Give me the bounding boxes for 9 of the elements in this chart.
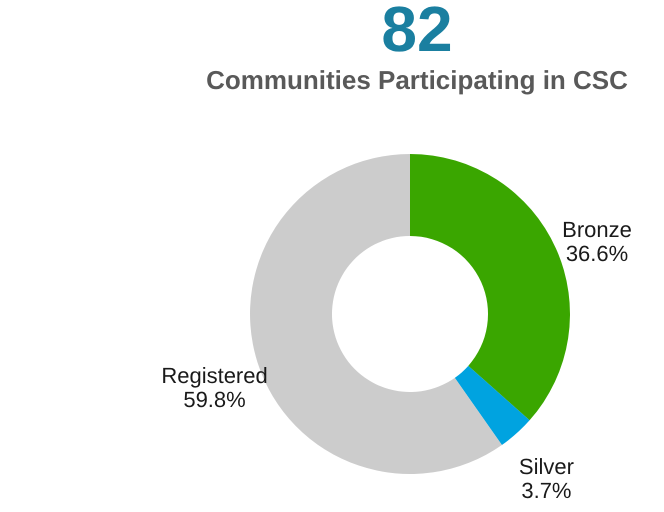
donut-slice — [454, 366, 530, 445]
slice-label: Registered — [161, 362, 268, 388]
data-label: 36.6% — [566, 241, 628, 266]
slice-label: Bronze — [562, 217, 632, 242]
data-label: 59.8% — [183, 386, 246, 412]
slice-label: Silver — [518, 454, 574, 480]
chart-title: 82 — [381, 0, 453, 65]
data-label: 3.7% — [521, 478, 572, 504]
chart-subtitle: Communities Participating in CSC — [206, 65, 628, 95]
